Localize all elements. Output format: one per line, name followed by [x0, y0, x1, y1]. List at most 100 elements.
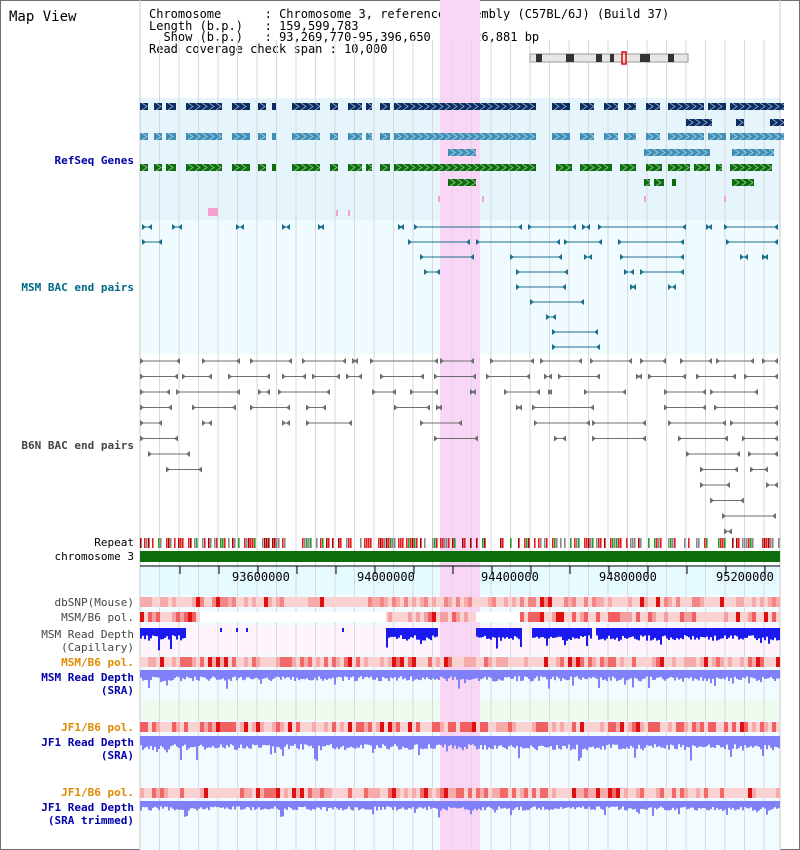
polymorphism-heat	[272, 597, 276, 607]
gene-arrow	[259, 132, 266, 141]
polymorphism-heat	[172, 597, 176, 607]
bac-end	[140, 373, 144, 380]
polymorphism-heat	[444, 657, 448, 667]
read-depth-bar	[344, 801, 346, 810]
read-depth-bar	[140, 801, 142, 811]
track-label-b6n-bac[interactable]: B6N BAC end pairs	[21, 439, 134, 452]
gene-feature	[166, 103, 176, 110]
polymorphism-heat	[720, 788, 724, 798]
read-depth-bar	[176, 670, 178, 677]
polymorphism-heat	[488, 722, 492, 732]
read-depth-bar	[546, 628, 548, 646]
bac-end	[470, 254, 474, 260]
bac-end	[232, 404, 236, 411]
gene-arrow	[493, 163, 500, 172]
read-depth-bar	[482, 736, 484, 750]
gene-arrow	[444, 102, 451, 111]
gene-arrow	[676, 163, 683, 172]
polymorphism-heat	[612, 597, 616, 607]
read-depth-bar	[566, 628, 568, 641]
read-depth-bar	[488, 736, 490, 748]
read-depth-bar	[642, 628, 644, 637]
polymorphism-heat	[448, 597, 452, 607]
polymorphism-heat	[196, 597, 200, 607]
read-depth-bar	[544, 736, 546, 748]
read-depth-bar	[738, 801, 740, 810]
bac-end	[548, 373, 552, 380]
read-depth-bar	[292, 801, 294, 810]
polymorphism-heat	[460, 597, 464, 607]
read-depth-bar	[550, 628, 552, 637]
polymorphism-heat	[648, 612, 652, 622]
read-depth-bar	[612, 670, 614, 677]
polymorphism-heat	[640, 597, 644, 607]
gene-arrow	[451, 132, 458, 141]
polymorphism-heat	[624, 657, 628, 667]
gene-feature	[686, 119, 712, 126]
read-depth-bar	[492, 736, 494, 750]
read-depth-bar	[684, 670, 686, 678]
read-depth-bar	[260, 670, 262, 684]
read-depth-bar	[552, 736, 554, 750]
polymorphism-heat	[160, 788, 164, 798]
read-depth-bar	[554, 736, 556, 750]
read-depth-bar	[570, 736, 572, 751]
read-depth-bar	[192, 801, 194, 809]
axis-tick-label: 93600000	[232, 570, 290, 584]
read-depth-bar	[718, 628, 720, 640]
read-depth-bar	[720, 670, 722, 679]
read-depth-bar	[410, 628, 412, 638]
read-depth-bar	[358, 736, 360, 748]
repeat-mark	[392, 538, 394, 548]
track-label-refseq[interactable]: RefSeq Genes	[54, 154, 134, 167]
polymorphism-heat	[292, 597, 296, 607]
polymorphism-heat	[384, 722, 388, 732]
bac-end	[504, 389, 508, 395]
read-depth-bar	[162, 628, 164, 640]
read-depth-bar	[394, 801, 396, 807]
read-depth-bar	[564, 801, 566, 808]
polymorphism-heat	[200, 657, 204, 667]
bac-end	[348, 420, 352, 426]
repeat-mark	[766, 538, 768, 548]
read-depth-bar	[212, 801, 214, 808]
read-depth-bar	[696, 628, 698, 638]
read-depth-bar	[626, 628, 628, 639]
read-depth-bar	[182, 670, 184, 679]
read-depth-bar	[564, 670, 566, 680]
read-depth-bar	[468, 736, 470, 745]
read-depth-bar	[320, 670, 322, 679]
read-depth-bar	[506, 670, 508, 678]
read-depth-bar	[174, 628, 176, 637]
gene-arrow	[331, 132, 338, 141]
read-depth-bar	[146, 801, 148, 808]
polymorphism-heat	[204, 597, 208, 607]
read-depth-bar	[440, 736, 442, 746]
bac-end	[354, 358, 358, 364]
read-depth-bar	[286, 801, 288, 810]
bac-end	[680, 358, 684, 364]
polymorphism-heat	[752, 657, 756, 667]
pink-feature	[482, 196, 484, 202]
read-depth-bar	[294, 801, 296, 810]
gene-arrow	[300, 132, 307, 141]
polymorphism-heat	[480, 788, 484, 798]
read-depth-bar	[432, 628, 434, 636]
polymorphism-heat	[212, 722, 216, 732]
polymorphism-heat	[260, 788, 264, 798]
axis-tick-label: 94400000	[481, 570, 539, 584]
read-depth-bar	[616, 628, 618, 638]
polymorphism-heat	[216, 722, 220, 732]
read-depth-bar	[622, 670, 624, 678]
gene-arrow	[695, 163, 702, 172]
track-label-msm-bac[interactable]: MSM BAC end pairs	[21, 281, 134, 294]
polymorphism-heat	[628, 657, 632, 667]
polymorphism-heat	[244, 722, 248, 732]
read-depth-bar	[608, 670, 610, 678]
polymorphism-heat	[676, 612, 680, 622]
read-depth-bar	[584, 670, 586, 679]
polymorphism-heat	[604, 597, 608, 607]
read-depth-bar	[684, 801, 686, 807]
repeat-mark	[528, 538, 530, 548]
